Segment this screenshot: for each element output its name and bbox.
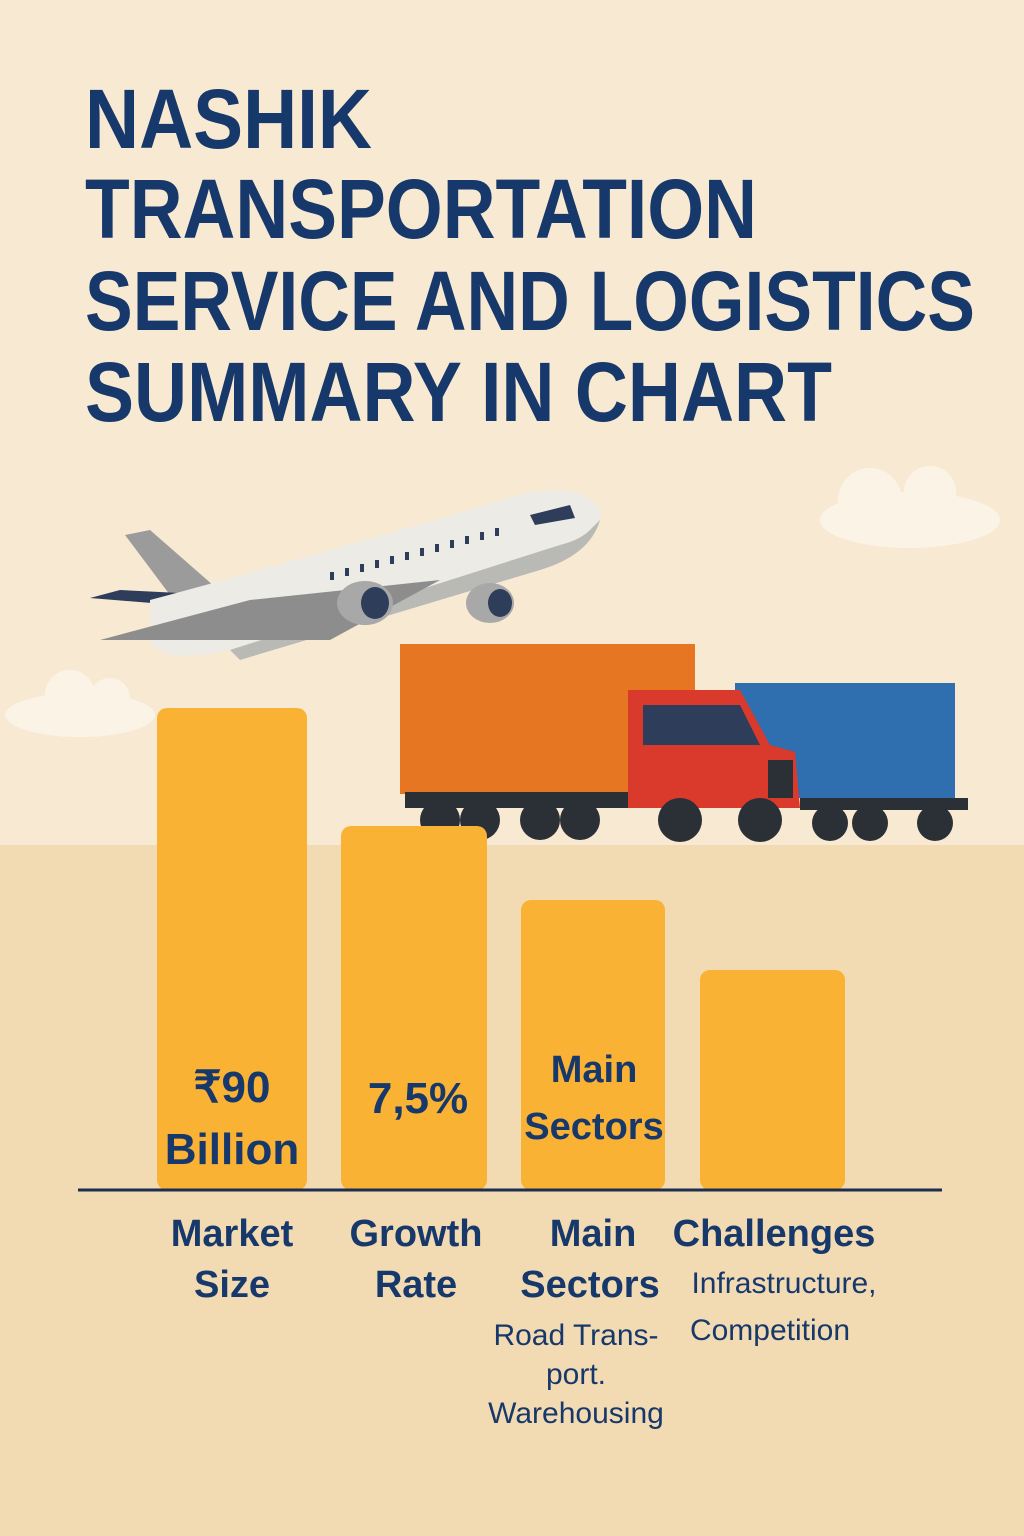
title-line: SUMMARY IN CHART (85, 345, 832, 439)
category-label: Market (171, 1213, 294, 1255)
category-detail: port. (546, 1358, 606, 1391)
bar-label: Billion (165, 1125, 299, 1174)
title-line: SERVICE AND LOGISTICS (85, 254, 975, 348)
category-label: Size (194, 1264, 270, 1306)
bar-label: 7,5% (368, 1074, 468, 1123)
category-label: Growth (350, 1213, 483, 1255)
bar (157, 708, 307, 1190)
bar (521, 900, 665, 1190)
bar (341, 826, 487, 1190)
title-line: TRANSPORTATION (85, 162, 757, 256)
category-label: Sectors (520, 1264, 659, 1306)
cloud (820, 466, 1000, 548)
category-detail: Warehousing (488, 1397, 664, 1430)
bar-label: Main (551, 1049, 638, 1091)
category-detail: Road Trans- (493, 1319, 658, 1352)
title-line: NASHIK (85, 72, 372, 166)
category-label: Main (550, 1213, 637, 1255)
category-label: Challenges (673, 1213, 876, 1255)
cloud (5, 670, 155, 737)
airplane-icon (90, 490, 601, 660)
category-detail: Infrastructure, (691, 1267, 876, 1300)
truck-icon (400, 644, 968, 842)
category-detail: Competition (690, 1314, 850, 1347)
category-label: Rate (375, 1264, 457, 1306)
bar-label: Sectors (524, 1106, 663, 1148)
bar-label: ₹90 (194, 1063, 271, 1112)
bar (700, 970, 845, 1190)
